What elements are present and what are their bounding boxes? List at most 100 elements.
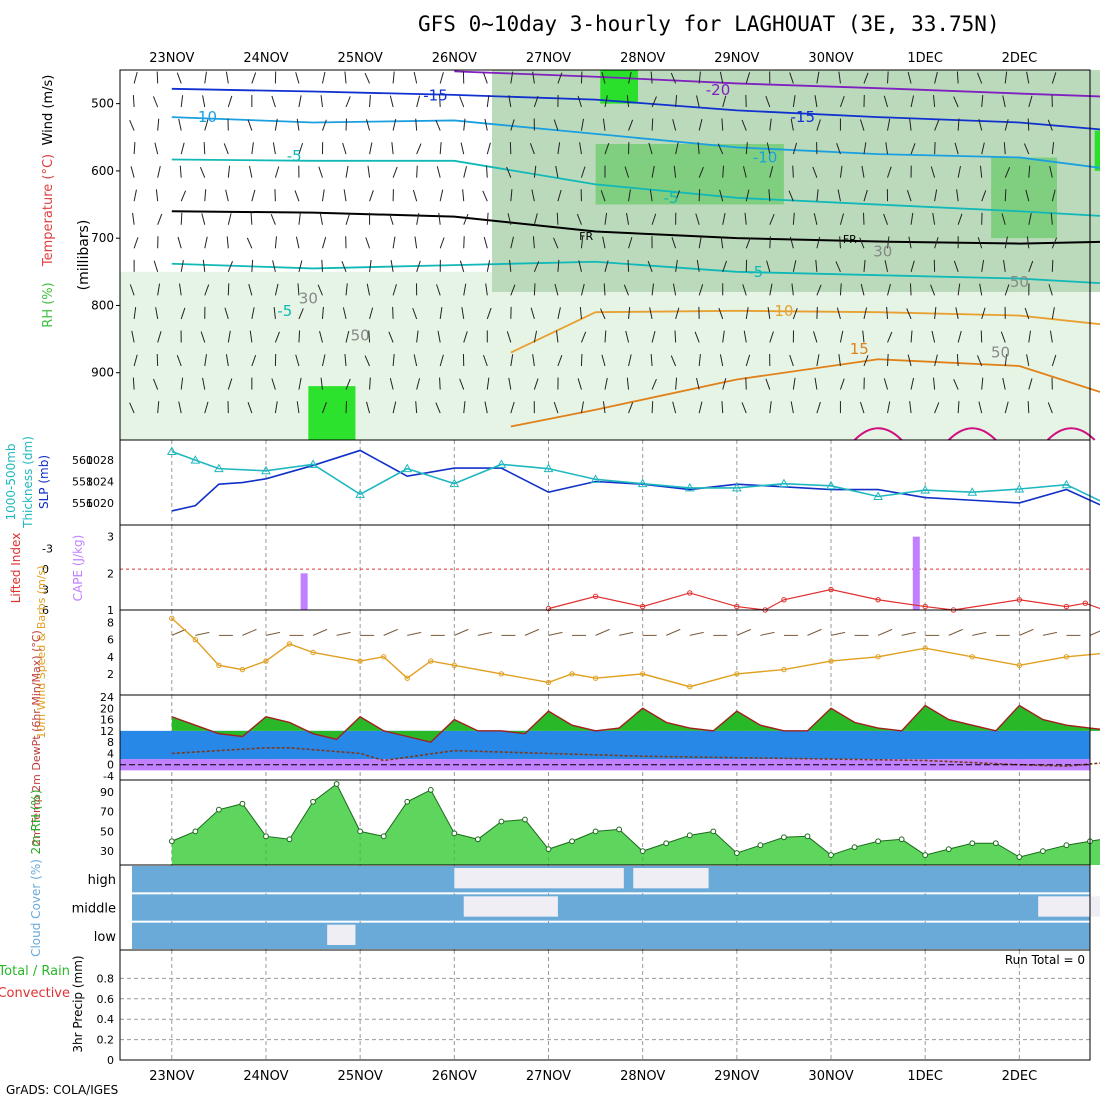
data-point xyxy=(286,641,293,647)
wind-barb xyxy=(321,189,325,202)
data-point xyxy=(498,818,505,825)
wind-barb xyxy=(439,95,441,108)
wind-barb xyxy=(792,95,796,108)
wind-barb xyxy=(510,354,514,367)
wind-barb xyxy=(555,165,559,178)
wind-barb xyxy=(298,260,303,272)
wind-barb xyxy=(270,213,276,225)
wind-barb xyxy=(1004,189,1007,202)
data-point xyxy=(545,846,552,853)
wind-barb xyxy=(626,377,630,390)
contour-label: 50 xyxy=(1010,273,1029,291)
wind-barb xyxy=(298,377,302,390)
rh-region xyxy=(120,271,492,440)
wind-barb xyxy=(157,283,161,296)
wind-barb xyxy=(364,355,371,367)
wind-barb xyxy=(887,71,889,84)
y-tick-label: 70 xyxy=(100,806,114,819)
wind-barb xyxy=(650,354,653,367)
wind-barb xyxy=(909,401,912,414)
wind-barb xyxy=(439,377,441,390)
wind-barb xyxy=(171,628,186,636)
wind-barb xyxy=(407,631,422,636)
wind-barb xyxy=(576,213,582,225)
wind-barb xyxy=(769,283,773,296)
wind-barb xyxy=(320,95,323,108)
wind-barb xyxy=(180,307,186,320)
wind-barb xyxy=(248,283,253,296)
rh-fill xyxy=(171,783,1100,865)
wind-barb xyxy=(319,330,323,343)
wind-barb xyxy=(604,377,608,390)
y-tick-label: 3 xyxy=(107,531,114,544)
wind-barb xyxy=(1004,119,1009,131)
wind-barb xyxy=(648,142,653,155)
contour-label: -20 xyxy=(706,81,731,99)
wind-barb xyxy=(1027,118,1030,131)
wind-barb xyxy=(863,355,869,367)
wind-barb xyxy=(533,283,536,296)
y-tick-label: 8 xyxy=(107,736,114,749)
wind-barb xyxy=(862,330,865,343)
wind-barb xyxy=(336,631,351,636)
wind-barb xyxy=(557,189,562,202)
wind-barb xyxy=(486,95,490,108)
wind-barb xyxy=(624,166,630,178)
bottom-date-label: 29NOV xyxy=(714,1069,759,1084)
wind-barb xyxy=(271,378,276,390)
wind-barb xyxy=(294,190,300,202)
wind-barb xyxy=(1004,354,1008,367)
wind-barb xyxy=(227,213,232,225)
wind-barb xyxy=(604,260,609,272)
data-point xyxy=(781,597,787,603)
wind-barb xyxy=(322,402,327,414)
data-point xyxy=(967,487,978,496)
wind-barb xyxy=(1004,71,1008,84)
wind-barb xyxy=(204,284,210,296)
wind-barb xyxy=(554,283,559,296)
data-point xyxy=(545,605,552,612)
wind-barb xyxy=(154,142,159,155)
wind-barb xyxy=(274,236,277,249)
wind-barb xyxy=(577,378,582,390)
wind-barb xyxy=(675,190,681,202)
wind-barb xyxy=(557,259,560,272)
wind-barb xyxy=(907,71,912,84)
wind-barb xyxy=(579,306,582,319)
wind-barb xyxy=(482,190,488,202)
wind-barb xyxy=(580,331,587,343)
wind-barb xyxy=(364,72,371,84)
data-point xyxy=(1063,603,1070,610)
data-point xyxy=(828,586,834,593)
wind-barb xyxy=(413,354,418,367)
wind-barb xyxy=(670,72,677,84)
top-date-label: 1DEC xyxy=(907,51,943,66)
y-tick-label: 1024 xyxy=(86,476,114,489)
wind-barb xyxy=(557,142,561,155)
wind-barb xyxy=(203,142,206,155)
wind-barb xyxy=(957,213,963,225)
wind-barb xyxy=(180,260,184,272)
wind-barb xyxy=(1051,142,1055,155)
wind-barb xyxy=(271,95,276,108)
wind-barb xyxy=(979,283,983,296)
wind-barb xyxy=(295,72,300,84)
wind-barb xyxy=(745,189,750,202)
run-total-label: Run Total = 0 xyxy=(1005,953,1085,967)
wind-barb xyxy=(623,284,630,296)
clear-span xyxy=(454,868,624,889)
wind-barb xyxy=(602,118,606,131)
contour-label: 50 xyxy=(991,344,1010,362)
data-point xyxy=(779,478,789,488)
data-point xyxy=(1040,848,1046,855)
wind-barb xyxy=(666,628,681,636)
wind-barb xyxy=(742,284,747,296)
data-point xyxy=(828,658,834,664)
wind-barb xyxy=(934,119,940,131)
top-date-label: 28NOV xyxy=(620,51,665,66)
wind-barb xyxy=(321,354,326,367)
wind-barb xyxy=(249,165,253,178)
data-point xyxy=(710,828,717,835)
y-tick-label: -4 xyxy=(103,770,114,783)
wind-barb xyxy=(531,189,535,202)
